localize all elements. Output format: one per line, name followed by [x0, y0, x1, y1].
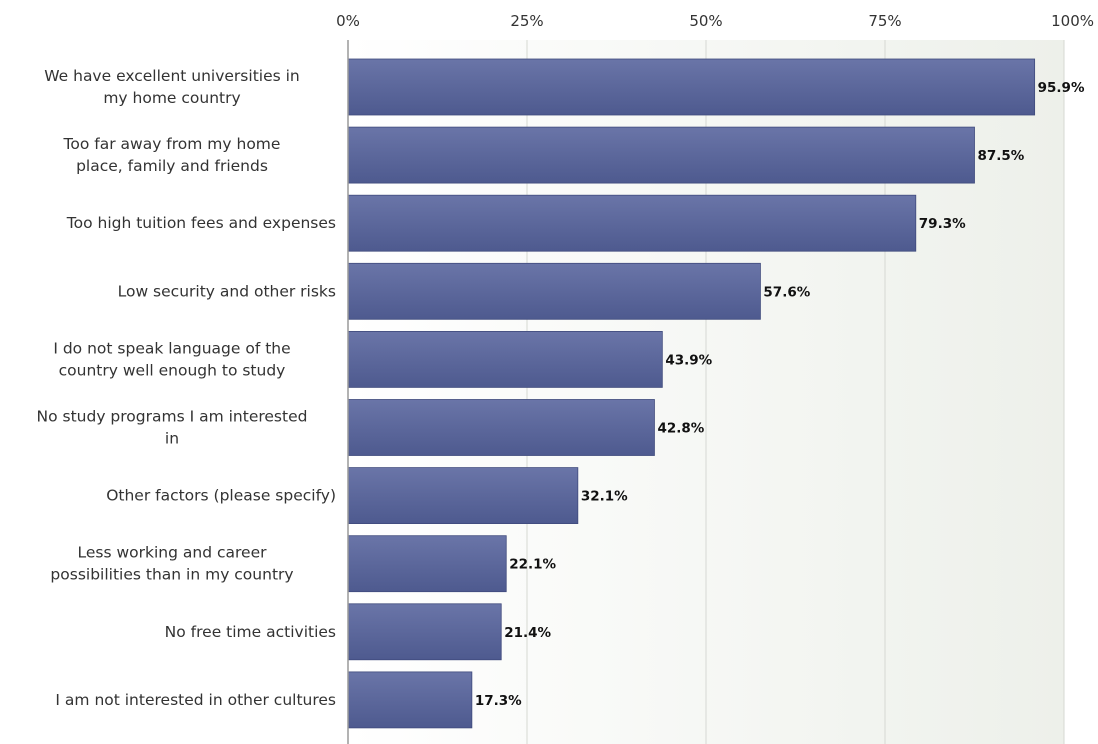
bar: [347, 58, 1036, 116]
bar-value-label: 43.9%: [665, 352, 712, 368]
bar: [347, 262, 761, 320]
bars: [347, 58, 1036, 729]
value-labels: 95.9% 87.5% 79.3% 57.6% 43.9% 42.8% 32.1% 22.1%…: [475, 80, 1085, 709]
bar-value-label: 32.1%: [581, 489, 628, 505]
bar-value-label: 57.6%: [763, 284, 810, 300]
bar: [347, 330, 663, 388]
bar: [347, 603, 502, 661]
x-tick-label: 50%: [689, 12, 722, 30]
bar-value-label: 17.3%: [475, 693, 522, 709]
category-label: We have excellent universities in my home…: [44, 67, 300, 107]
bar: [347, 194, 917, 252]
category-label: No study programs I am interested in: [37, 408, 308, 448]
bar-value-label: 79.3%: [919, 216, 966, 232]
bar: [347, 467, 579, 525]
x-tick-label: 75%: [868, 12, 901, 30]
category-label: Too far away from my home place, family a…: [63, 135, 281, 175]
bar: [347, 126, 975, 184]
bar: [347, 399, 655, 456]
x-tick-label: 25%: [510, 12, 543, 30]
bar: [347, 535, 507, 593]
x-tick-label: 100%: [1051, 12, 1094, 30]
category-label: I am not interested in other cultures: [55, 691, 336, 709]
category-label: I do not speak language of the country we…: [53, 339, 290, 379]
category-label: Low security and other risks: [118, 282, 336, 300]
bar-value-label: 42.8%: [657, 421, 704, 437]
bar-value-label: 21.4%: [504, 625, 551, 641]
category-label: Other factors (please specify): [106, 487, 336, 505]
category-label: Too high tuition fees and expenses: [66, 214, 336, 232]
category-label: No free time activities: [165, 623, 336, 641]
x-tick-label: 0%: [336, 12, 360, 30]
category-labels: We have excellent universities in my home…: [37, 67, 336, 709]
category-label: Less working and career possibilities tha…: [50, 544, 293, 584]
bar-value-label: 22.1%: [509, 557, 556, 573]
bar-value-label: 87.5%: [978, 148, 1025, 164]
bar-value-label: 95.9%: [1038, 80, 1085, 96]
x-axis-ticks: 0% 25% 50% 75% 100%: [336, 12, 1094, 30]
bar: [347, 671, 473, 729]
